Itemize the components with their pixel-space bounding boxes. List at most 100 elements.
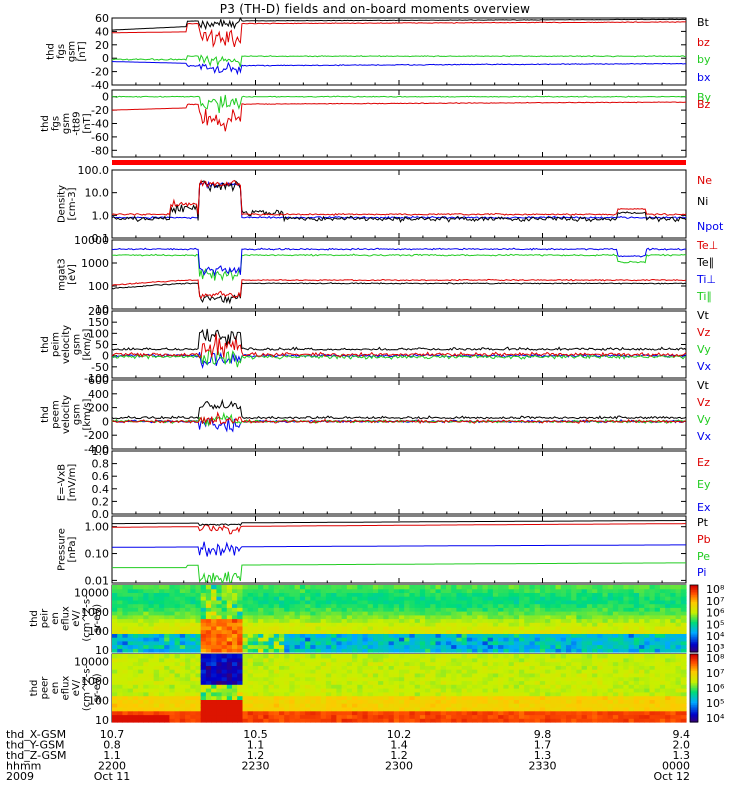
spectrogram-cell bbox=[122, 691, 129, 697]
spectrogram-cell bbox=[112, 661, 118, 666]
spectrogram-cell bbox=[534, 629, 541, 634]
spectrogram-cell bbox=[597, 585, 604, 590]
spectrogram-cell bbox=[539, 622, 546, 627]
spectrogram-cell bbox=[503, 706, 510, 712]
series-p5-vy bbox=[111, 348, 686, 368]
spectrogram-cell bbox=[372, 625, 379, 631]
spectrogram-cell bbox=[122, 596, 129, 601]
spectrogram-cell bbox=[508, 599, 515, 605]
legend-npot: Npot bbox=[697, 220, 724, 233]
spectrogram-cell bbox=[153, 640, 160, 646]
spectrogram-cell bbox=[623, 603, 630, 608]
spectrogram-cell bbox=[159, 718, 165, 723]
spectrogram-cell bbox=[284, 640, 290, 646]
spectrogram-cell bbox=[654, 633, 661, 638]
spectrogram-cell bbox=[310, 592, 317, 597]
spectrogram-cell bbox=[148, 633, 155, 638]
spectrogram-cell bbox=[289, 637, 296, 642]
spectrogram-cell bbox=[205, 607, 212, 612]
spectrogram-cell bbox=[378, 625, 384, 631]
spectrogram-cell bbox=[185, 596, 191, 601]
spectrogram-cell bbox=[555, 592, 562, 597]
spectrogram-cell bbox=[550, 665, 557, 670]
spectrogram-cell bbox=[607, 622, 614, 627]
spectrogram-cell bbox=[325, 691, 332, 697]
spectrogram-cell bbox=[414, 688, 421, 693]
spectrogram-cell bbox=[586, 625, 593, 631]
spectrogram-cell bbox=[232, 648, 238, 653]
spectrogram-cell bbox=[560, 691, 567, 697]
spectrogram-cell bbox=[560, 661, 567, 666]
spectrogram-cell bbox=[127, 603, 134, 608]
spectrogram-cell bbox=[649, 699, 656, 704]
spectrogram-cell bbox=[607, 611, 614, 616]
spectrogram-cell bbox=[654, 637, 661, 642]
spectrogram-cell bbox=[639, 625, 645, 631]
spectrogram-cell bbox=[138, 633, 144, 638]
spectrogram-cell bbox=[435, 680, 442, 685]
spectrogram-cell bbox=[195, 669, 202, 674]
spectrogram-cell bbox=[503, 599, 510, 605]
spectrogram-cell bbox=[534, 640, 541, 646]
spectrogram-cell bbox=[456, 661, 463, 666]
spectrogram-cell bbox=[461, 657, 468, 663]
spectrogram-cell bbox=[409, 629, 416, 634]
spectrogram-cell bbox=[602, 588, 609, 593]
spectrogram-cell bbox=[519, 629, 525, 634]
spectrogram-cell bbox=[153, 718, 160, 723]
spectrogram-cell bbox=[132, 637, 139, 642]
spectrogram-cell bbox=[305, 684, 311, 689]
spectrogram-cell bbox=[581, 629, 588, 634]
spectrogram-cell bbox=[477, 676, 484, 682]
spectrogram-cell bbox=[399, 644, 405, 649]
spectrogram-cell bbox=[456, 703, 463, 708]
spectrogram-cell bbox=[388, 680, 395, 685]
spectrogram-cell bbox=[138, 611, 144, 616]
spectrogram-cell bbox=[482, 622, 489, 627]
spectrogram-cell bbox=[519, 714, 525, 719]
spectrogram-cell bbox=[310, 695, 317, 700]
spectrogram-cell bbox=[284, 695, 290, 700]
spectrogram-cell bbox=[639, 714, 645, 719]
spectrogram-cell bbox=[435, 633, 442, 638]
spectrogram-cell bbox=[513, 718, 520, 723]
spectrogram-cell bbox=[185, 714, 191, 719]
spectrogram-cell bbox=[670, 596, 677, 601]
y-axis-label-line: thd bbox=[40, 406, 51, 423]
spectrogram-cell bbox=[581, 596, 588, 601]
spectrogram-cell bbox=[200, 684, 207, 689]
spectrogram-cell bbox=[456, 714, 463, 719]
spectrogram-cell bbox=[393, 680, 400, 685]
colorbar-tick-label: 10⁸ bbox=[706, 652, 725, 665]
spectrogram-cell bbox=[273, 654, 280, 659]
spectrogram-cell bbox=[503, 614, 510, 620]
spectrogram-cell bbox=[399, 695, 405, 700]
spectrogram-cell bbox=[383, 592, 390, 597]
spectrogram-cell bbox=[143, 644, 150, 649]
spectrogram-cell bbox=[430, 607, 437, 612]
spectrogram-cell bbox=[519, 684, 525, 689]
spectrogram-cell bbox=[320, 614, 327, 620]
spectrogram-cell bbox=[148, 614, 155, 620]
spectrogram-cell bbox=[539, 714, 546, 719]
spectrogram-cell bbox=[404, 718, 410, 723]
spectrogram-cell bbox=[279, 611, 285, 616]
spectrogram-cell bbox=[195, 718, 202, 723]
spectrogram-cell bbox=[138, 691, 144, 697]
spectrogram-cell bbox=[393, 596, 400, 601]
spectrogram-cell bbox=[179, 640, 186, 646]
spectrogram-cell bbox=[487, 637, 494, 642]
spectrogram-cell bbox=[388, 699, 395, 704]
spectrogram-cell bbox=[185, 588, 191, 593]
spectrogram-cell bbox=[539, 633, 546, 638]
spectrogram-cell bbox=[289, 592, 296, 597]
spectrogram-cell bbox=[164, 665, 170, 670]
spectrogram-cell bbox=[654, 661, 661, 666]
spectrogram-cell bbox=[503, 622, 510, 627]
spectrogram-cell bbox=[404, 669, 410, 674]
spectrogram-cell bbox=[232, 640, 238, 646]
spectrogram-cell bbox=[446, 706, 452, 712]
spectrogram-cell bbox=[258, 611, 264, 616]
spectrogram-cell bbox=[247, 644, 254, 649]
